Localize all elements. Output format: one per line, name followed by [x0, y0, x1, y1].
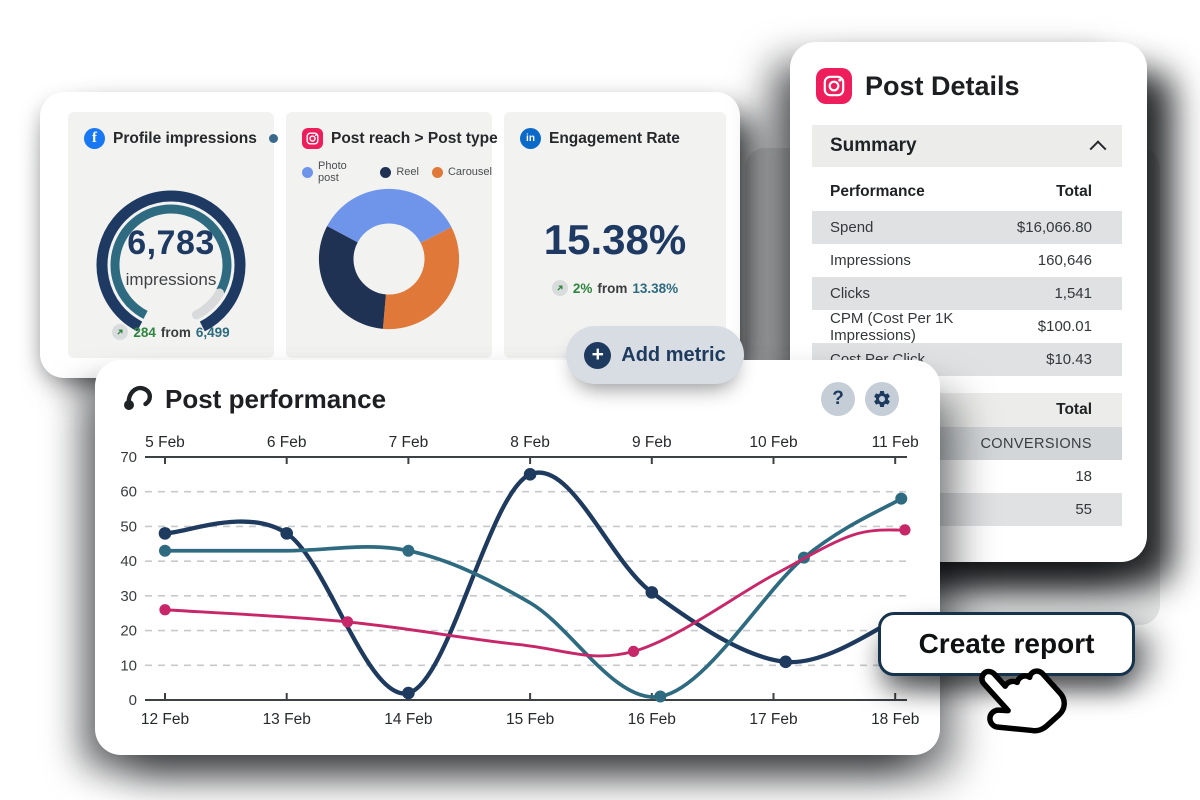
engagement-rate-value: 15.38% [543, 216, 687, 263]
svg-text:30: 30 [120, 588, 137, 605]
impressions-value: 6,783 [127, 224, 215, 262]
svg-text:0: 0 [129, 692, 137, 709]
svg-text:18 Feb: 18 Feb [871, 711, 919, 728]
impressions-unit: impressions [125, 270, 217, 289]
trend-up-icon [112, 324, 129, 340]
settings-button[interactable] [865, 382, 899, 416]
svg-text:16 Feb: 16 Feb [628, 711, 676, 728]
svg-text:50: 50 [120, 518, 137, 535]
linkedin-icon: in [520, 128, 541, 149]
card-title: Profile impressions [113, 129, 257, 147]
svg-text:5 Feb: 5 Feb [145, 434, 185, 451]
svg-text:20: 20 [120, 623, 137, 640]
svg-text:10 Feb: 10 Feb [749, 434, 797, 451]
gear-icon [874, 391, 890, 407]
legend-item-photo-post[interactable]: Photo post [302, 160, 367, 184]
svg-text:15 Feb: 15 Feb [506, 711, 554, 728]
svg-text:14 Feb: 14 Feb [384, 711, 432, 728]
table-row: Clicks 1,541 [812, 277, 1122, 310]
question-icon: ? [832, 388, 844, 409]
post-reach-donut [318, 188, 460, 330]
profile-impressions-card: f Profile impressions 6,783 impressions … [68, 112, 278, 358]
performance-rows: Spend $16,066.80 Impressions 160,646 Click… [812, 211, 1122, 376]
table-row: CPM (Cost Per 1K Impressions) $100.01 [830, 309, 1092, 344]
legend-item-carousel[interactable]: Carousel [431, 166, 492, 178]
legend-dot [380, 166, 392, 178]
svg-text:8 Feb: 8 Feb [510, 434, 550, 451]
post-performance-card: Post performance ? 0 10 20 30 40 50 60 70 5 Feb 6… [95, 360, 940, 755]
chart-title: Post performance [165, 384, 387, 414]
svg-text:12 Feb: 12 Feb [141, 711, 189, 728]
post-performance-plot: 0 10 20 30 40 50 60 70 5 Feb 6 Feb 7 Feb 8 Feb 9 Feb… [120, 434, 919, 728]
post-details-title: Post Details [865, 70, 1020, 101]
summary-collapse-toggle[interactable]: Summary [812, 125, 1122, 167]
impressions-delta: 284 from 6,499 [68, 324, 274, 340]
engagement-rate-delta: 2% from 13.38% [504, 280, 726, 296]
legend-item-reel[interactable]: Reel [380, 166, 419, 178]
impressions-gauge [96, 190, 246, 332]
svg-text:13 Feb: 13 Feb [263, 711, 311, 728]
svg-text:70: 70 [120, 449, 137, 466]
hand-cursor-icon [979, 668, 1067, 734]
legend-dot [302, 166, 313, 178]
legend-dot [431, 166, 443, 178]
svg-text:9 Feb: 9 Feb [632, 434, 672, 451]
metric-dot-icon [268, 134, 278, 143]
instagram-icon [816, 68, 852, 104]
card-title: Engagement Rate [549, 129, 680, 147]
chevron-up-icon [1089, 140, 1107, 158]
post-reach-card: Post reach > Post type Photo post Reel C… [286, 112, 498, 358]
table-row: Impressions 160,646 [830, 252, 1092, 269]
create-report-button[interactable]: Create report [878, 612, 1135, 676]
table-row: 18 [1075, 468, 1092, 485]
card-title: Post reach > Post type [331, 129, 498, 147]
instagram-icon [302, 128, 323, 149]
help-button[interactable]: ? [821, 382, 855, 416]
svg-text:17 Feb: 17 Feb [749, 711, 797, 728]
engagement-rate-card: in Engagement Rate 15.38% 2% from 13.38% [504, 112, 726, 358]
svg-text:7 Feb: 7 Feb [389, 434, 429, 451]
metrics-panel: f Profile impressions 6,783 impressions … [40, 92, 740, 378]
donut-legend: Photo post Reel Carousel [302, 160, 492, 184]
svg-text:10: 10 [120, 657, 137, 674]
svg-text:40: 40 [120, 553, 137, 570]
svg-text:60: 60 [120, 484, 137, 501]
add-metric-button[interactable]: + Add metric [566, 326, 744, 384]
plus-icon: + [584, 341, 612, 369]
table-header-row: Performance Total [830, 183, 1092, 200]
trend-up-icon [551, 280, 568, 296]
svg-text:11 Feb: 11 Feb [872, 434, 919, 451]
table-row: Spend $16,066.80 [812, 211, 1122, 244]
brand-swirl-icon [119, 380, 155, 421]
svg-text:6 Feb: 6 Feb [267, 434, 307, 451]
facebook-icon: f [84, 128, 105, 149]
